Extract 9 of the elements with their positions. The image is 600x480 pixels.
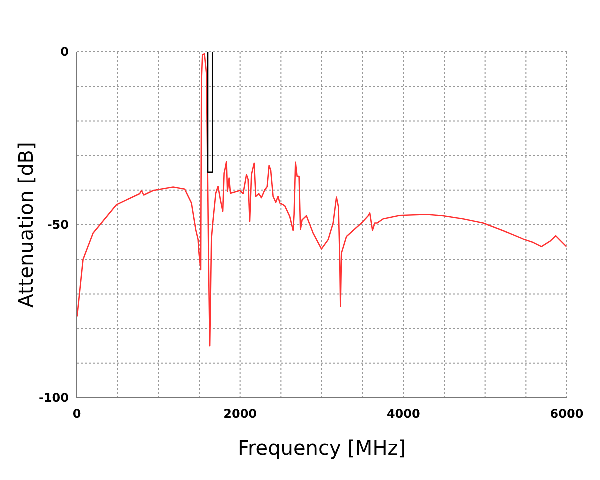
x-tick-label: 0: [72, 407, 82, 421]
y-tick-label: -100: [38, 391, 69, 405]
x-tick-label: 4000: [386, 407, 420, 421]
x-axis-title: Frequency [MHz]: [236, 436, 408, 460]
x-tick-label: 6000: [550, 407, 584, 421]
x-tick-label: 2000: [224, 407, 258, 421]
y-tick-label: -50: [47, 218, 69, 232]
y-axis-title: Attenuation [dB]: [14, 142, 38, 308]
y-tick-label: 0: [60, 45, 69, 59]
